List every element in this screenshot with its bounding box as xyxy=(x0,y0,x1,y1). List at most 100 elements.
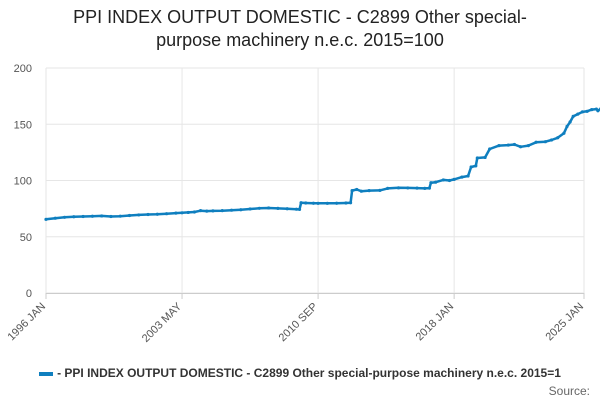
series-line xyxy=(44,107,600,221)
data-point xyxy=(466,174,470,178)
data-point xyxy=(299,201,303,205)
data-point xyxy=(585,109,589,113)
series-layer xyxy=(44,107,600,221)
data-point xyxy=(488,147,492,151)
data-point xyxy=(81,214,85,219)
data-point xyxy=(506,143,510,147)
data-point xyxy=(543,140,547,144)
x-tick-label: 2003 MAY xyxy=(140,300,185,345)
data-point xyxy=(348,201,353,205)
data-point xyxy=(497,144,501,148)
data-point xyxy=(576,112,580,116)
data-point xyxy=(90,214,94,218)
data-point xyxy=(423,186,427,190)
data-point xyxy=(571,114,575,118)
data-point xyxy=(229,208,234,212)
data-point xyxy=(72,215,76,219)
data-point xyxy=(62,215,67,219)
data-point xyxy=(248,207,252,211)
data-point xyxy=(367,189,371,193)
data-point xyxy=(452,177,456,181)
data-point xyxy=(565,124,569,129)
data-point xyxy=(137,213,141,217)
data-point xyxy=(433,180,438,184)
data-point xyxy=(180,211,184,215)
data-point xyxy=(186,210,190,215)
legend: - PPI INDEX OUTPUT DOMESTIC - C2899 Othe… xyxy=(0,366,600,380)
data-point xyxy=(580,110,585,114)
chart-title: PPI INDEX OUTPUT DOMESTIC - C2899 Other … xyxy=(0,6,600,52)
data-point xyxy=(483,155,487,160)
data-point xyxy=(441,178,445,182)
data-point xyxy=(519,145,523,149)
y-tick-label: 100 xyxy=(14,176,32,188)
data-point xyxy=(469,165,473,169)
y-tick-labels: 0 50 100 150 200 xyxy=(14,63,32,300)
y-tick-label: 0 xyxy=(26,288,32,300)
chart-title-line-1: PPI INDEX OUTPUT DOMESTIC - C2899 Other … xyxy=(73,7,527,27)
data-point xyxy=(415,186,419,190)
data-point xyxy=(155,212,159,216)
data-point xyxy=(475,156,479,160)
data-point xyxy=(344,201,348,205)
data-point xyxy=(427,186,432,190)
data-point xyxy=(297,207,302,212)
data-point xyxy=(474,164,478,168)
legend-swatch xyxy=(39,371,54,376)
x-tick-label: 2025 JAN xyxy=(543,301,586,344)
data-point xyxy=(316,201,320,205)
data-point xyxy=(534,140,538,144)
data-point xyxy=(276,206,280,210)
data-point xyxy=(359,189,363,193)
x-tick-labels: 1996 JAN 2003 MAY 2010 SEP 2018 JAN 2025 JAN xyxy=(5,300,586,345)
data-point xyxy=(549,138,554,142)
data-point xyxy=(109,214,113,219)
data-point xyxy=(512,142,517,147)
data-point xyxy=(44,217,48,221)
data-point xyxy=(127,213,132,218)
data-point xyxy=(118,214,122,218)
data-point xyxy=(447,178,452,183)
data-point xyxy=(257,206,261,210)
data-point xyxy=(396,186,401,190)
data-point xyxy=(378,188,382,192)
data-point xyxy=(556,136,560,140)
chart-title-line-2: purpose machinery n.e.c. 2015=100 xyxy=(156,30,444,50)
data-point xyxy=(568,120,572,124)
data-point xyxy=(285,207,289,211)
data-point xyxy=(355,187,359,192)
data-point xyxy=(429,181,433,185)
data-point xyxy=(335,201,339,205)
data-point xyxy=(596,109,600,113)
data-point xyxy=(220,209,224,213)
data-point xyxy=(294,207,299,211)
data-point xyxy=(146,212,150,217)
data-point xyxy=(198,209,203,213)
data-point xyxy=(205,209,209,213)
source-label: Source: xyxy=(548,384,590,398)
x-tick-label: 1996 JAN xyxy=(5,301,48,344)
y-tick-label: 200 xyxy=(14,63,32,75)
data-point xyxy=(325,201,329,205)
data-point xyxy=(211,209,215,213)
data-point xyxy=(192,210,197,214)
data-point xyxy=(239,208,243,212)
x-tick-label: 2018 JAN xyxy=(414,301,457,344)
data-point xyxy=(406,186,410,190)
data-point xyxy=(350,189,354,193)
data-point xyxy=(460,175,464,179)
data-point xyxy=(304,201,308,205)
data-point xyxy=(562,131,566,135)
data-point xyxy=(267,206,271,210)
data-point xyxy=(53,216,57,220)
y-tick-label: 50 xyxy=(20,232,32,244)
data-point xyxy=(526,144,530,148)
data-point xyxy=(590,108,594,112)
data-point xyxy=(174,211,178,215)
data-point xyxy=(164,212,169,216)
data-point xyxy=(311,201,316,205)
gridlines xyxy=(45,67,585,299)
data-point xyxy=(100,214,104,218)
data-point xyxy=(386,186,390,190)
